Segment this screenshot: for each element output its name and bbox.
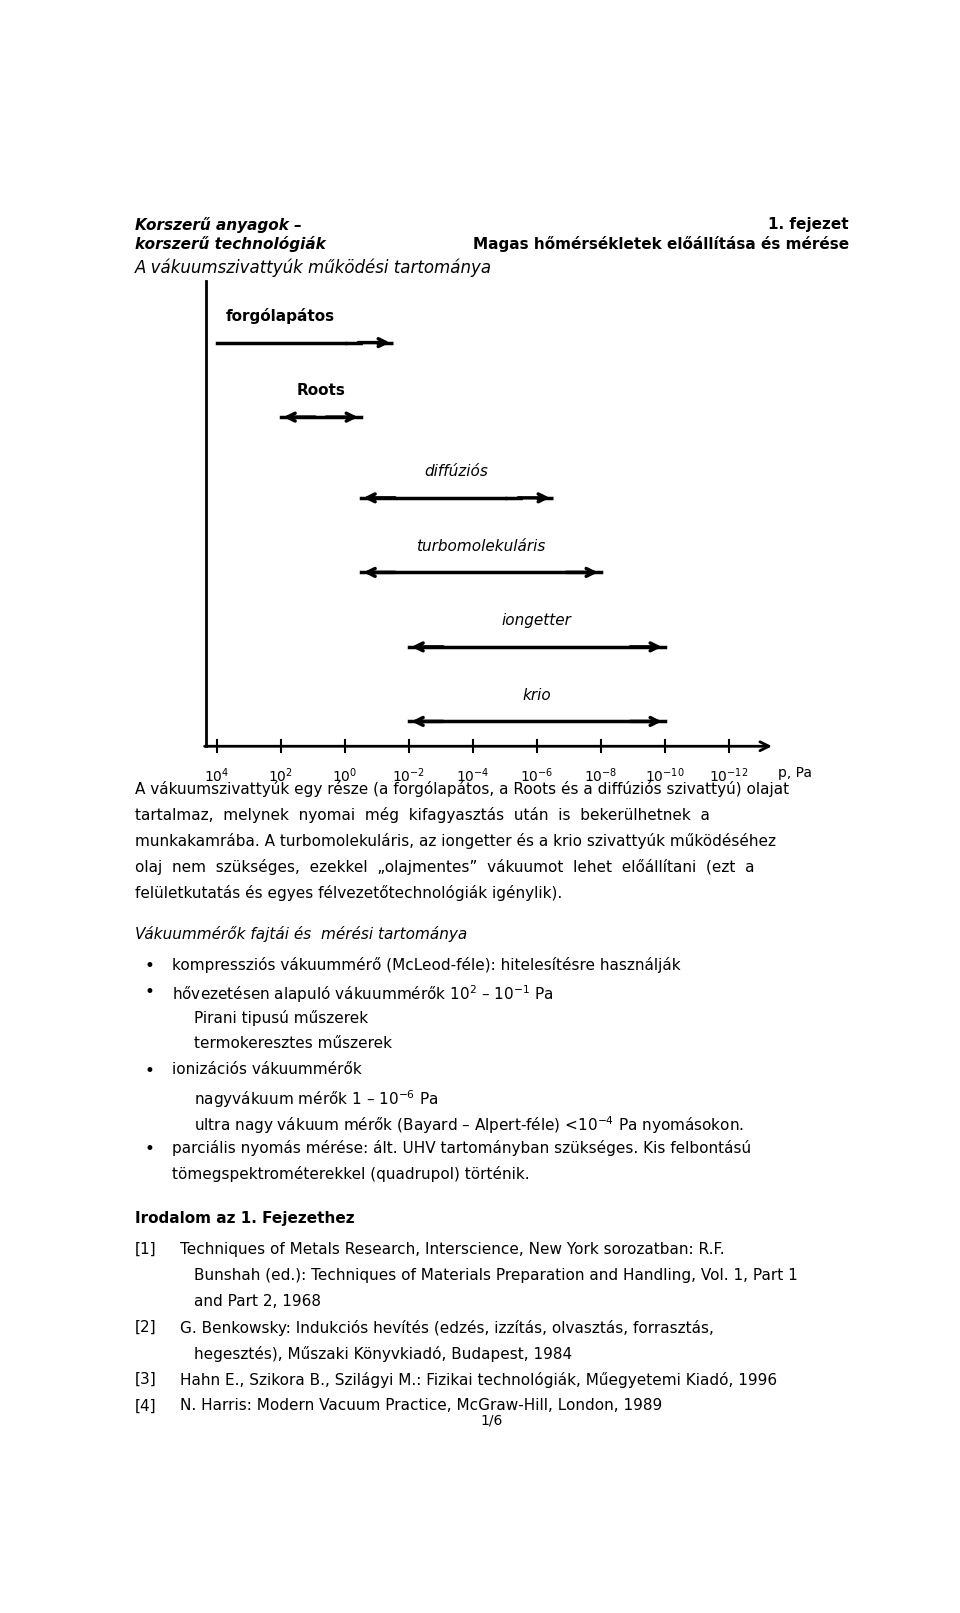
Text: Vákuummérők fajtái és  mérési tartománya: Vákuummérők fajtái és mérési tartománya — [134, 926, 468, 942]
Text: Irodalom az 1. Fejezethez: Irodalom az 1. Fejezethez — [134, 1211, 354, 1226]
Text: iongetter: iongetter — [502, 613, 571, 629]
Text: A vákuumszivattyúk működési tartománya: A vákuumszivattyúk működési tartománya — [134, 258, 492, 277]
Text: $10^{-10}$: $10^{-10}$ — [645, 766, 684, 786]
Text: $10^{0}$: $10^{0}$ — [332, 766, 357, 786]
Text: olaj  nem  szükséges,  ezekkel  „olajmentes”  vákuumot  lehet  előállítani  (ezt: olaj nem szükséges, ezekkel „olajmentes”… — [134, 860, 755, 876]
Text: 1. fejezet: 1. fejezet — [769, 218, 849, 232]
Text: diffúziós: diffúziós — [424, 465, 489, 479]
Text: munkakamrába. A turbomolekuláris, az iongetter és a krio szivattyúk működéséhez: munkakamrába. A turbomolekuláris, az ion… — [134, 834, 776, 848]
Text: parciális nyomás mérése: ált. UHV tartományban szükséges. Kis felbontású: parciális nyomás mérése: ált. UHV tartom… — [172, 1140, 752, 1157]
Text: hővezetésen alapuló vákuummérők 10$^2$ – 10$^{-1}$ Pa: hővezetésen alapuló vákuummérők 10$^2$ –… — [172, 984, 554, 1005]
Text: Korszerű anyagok –: Korszerű anyagok – — [134, 218, 301, 234]
Text: $10^{-8}$: $10^{-8}$ — [584, 766, 617, 786]
Text: •: • — [145, 1140, 155, 1158]
Text: Roots: Roots — [297, 384, 346, 398]
Text: $10^{-4}$: $10^{-4}$ — [456, 766, 490, 786]
Text: •: • — [145, 1061, 155, 1079]
Text: [4]: [4] — [134, 1398, 156, 1413]
Text: korszerű technológiák: korszerű technológiák — [134, 235, 325, 252]
Text: $10^{-12}$: $10^{-12}$ — [708, 766, 748, 786]
Text: hegesztés), Műszaki Könyvkiadó, Budapest, 1984: hegesztés), Műszaki Könyvkiadó, Budapest… — [194, 1347, 572, 1361]
Text: $10^{2}$: $10^{2}$ — [268, 766, 293, 786]
Text: felületkutatás és egyes félvezetőtechnológiák igénylik).: felületkutatás és egyes félvezetőtechnol… — [134, 886, 563, 902]
Text: $10^{4}$: $10^{4}$ — [204, 766, 229, 786]
Text: nagyvákuum mérők 1 – 10$^{-6}$ Pa: nagyvákuum mérők 1 – 10$^{-6}$ Pa — [194, 1087, 439, 1110]
Text: termokeresztes műszerek: termokeresztes műszerek — [194, 1036, 393, 1050]
Text: 1/6: 1/6 — [481, 1413, 503, 1428]
Text: ultra nagy vákuum mérők (Bayard – Alpert-féle) <10$^{-4}$ Pa nyomásokon.: ultra nagy vákuum mérők (Bayard – Alpert… — [194, 1115, 744, 1136]
Text: tömegspektrométerekkel (quadrupol) történik.: tömegspektrométerekkel (quadrupol) törté… — [172, 1166, 530, 1182]
Text: Hahn E., Szikora B., Szilágyi M.: Fizikai technológiák, Műegyetemi Kiadó, 1996: Hahn E., Szikora B., Szilágyi M.: Fizika… — [180, 1373, 777, 1389]
Text: $10^{-2}$: $10^{-2}$ — [392, 766, 425, 786]
Text: p, Pa: p, Pa — [779, 766, 812, 781]
Text: Bunshah (ed.): Techniques of Materials Preparation and Handling, Vol. 1, Part 1: Bunshah (ed.): Techniques of Materials P… — [194, 1268, 798, 1282]
Text: $10^{-6}$: $10^{-6}$ — [520, 766, 553, 786]
Text: Techniques of Metals Research, Interscience, New York sorozatban: R.F.: Techniques of Metals Research, Interscie… — [180, 1242, 724, 1257]
Text: A vákuumszivattyúk egy része (a forgólapátos, a Roots és a diffúziós szivattyú) : A vákuumszivattyúk egy része (a forgólap… — [134, 781, 789, 797]
Text: •: • — [145, 958, 155, 976]
Text: [3]: [3] — [134, 1373, 156, 1387]
Text: turbomolekuláris: turbomolekuláris — [416, 539, 545, 553]
Text: forgólapátos: forgólapátos — [227, 308, 335, 324]
Text: ionizációs vákuummérők: ionizációs vákuummérők — [172, 1061, 362, 1077]
Text: Pirani tipusú műszerek: Pirani tipusú műszerek — [194, 1010, 369, 1026]
Text: G. Benkowsky: Indukciós hevítés (edzés, izzítás, olvasztás, forrasztás,: G. Benkowsky: Indukciós hevítés (edzés, … — [180, 1319, 713, 1336]
Text: and Part 2, 1968: and Part 2, 1968 — [194, 1294, 322, 1310]
Text: krio: krio — [522, 687, 551, 703]
Text: •: • — [145, 984, 155, 1002]
Text: N. Harris: Modern Vacuum Practice, McGraw-Hill, London, 1989: N. Harris: Modern Vacuum Practice, McGra… — [180, 1398, 661, 1413]
Text: [1]: [1] — [134, 1242, 156, 1257]
Text: Magas hőmérsékletek előállítása és mérése: Magas hőmérsékletek előállítása és mérés… — [473, 235, 849, 252]
Text: tartalmaz,  melynek  nyomai  még  kifagyasztás  után  is  bekerülhetnek  a: tartalmaz, melynek nyomai még kifagyaszt… — [134, 806, 709, 823]
Text: kompressziós vákuummérő (McLeod-féle): hitelesítésre használják: kompressziós vákuummérő (McLeod-féle): h… — [172, 958, 681, 973]
Text: [2]: [2] — [134, 1319, 156, 1336]
